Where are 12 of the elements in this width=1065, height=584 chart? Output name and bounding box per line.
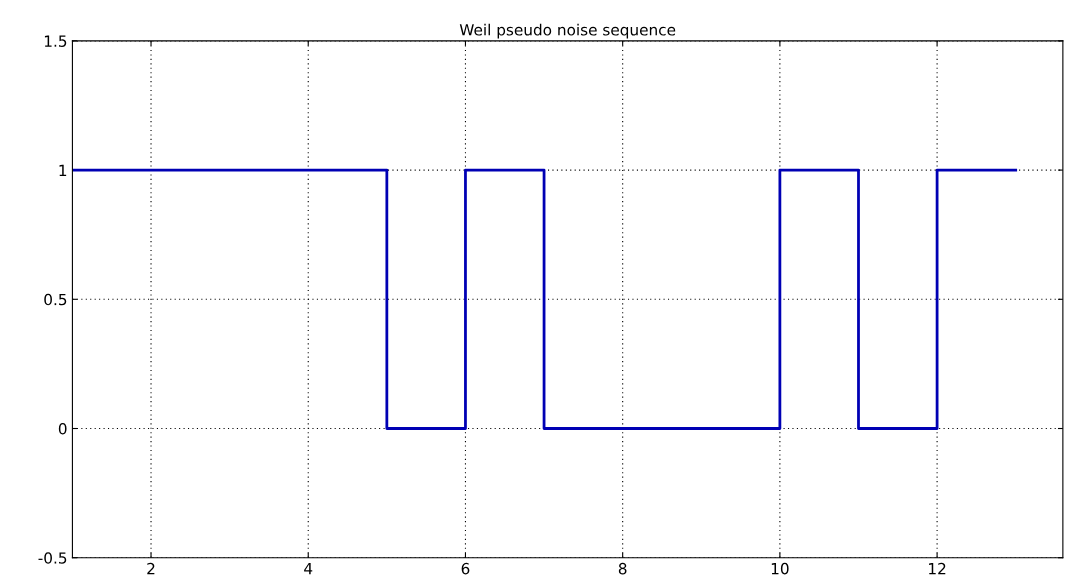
- x-tick-label: 8: [618, 562, 627, 575]
- x-tick-label: 4: [304, 563, 313, 575]
- x-tick-label: 12: [929, 562, 946, 575]
- y-tick-label: 0: [58, 422, 67, 435]
- y-tick-label: -0.5: [38, 552, 67, 564]
- x-tick-label: 2: [147, 562, 155, 575]
- x-tick-label: 10: [771, 562, 789, 575]
- y-tick-label: 1.5: [44, 35, 67, 47]
- chart-title: Weil pseudo noise sequence: [459, 23, 676, 39]
- y-tick-label: 1: [59, 164, 67, 176]
- x-tick-label: 6: [461, 562, 470, 575]
- y-tick-label: 0.5: [44, 293, 67, 306]
